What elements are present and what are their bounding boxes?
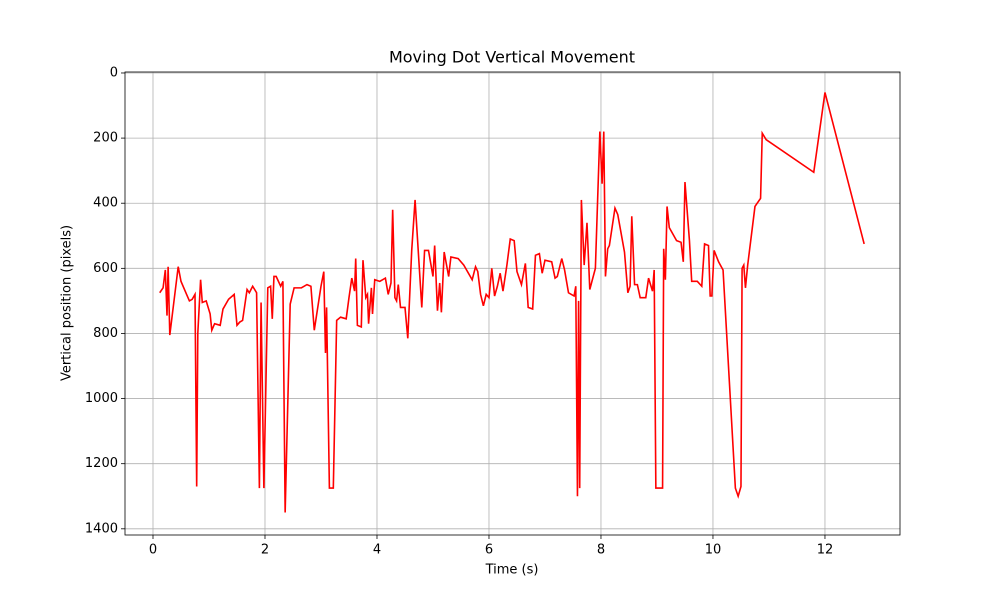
x-tick-label: 12 bbox=[817, 543, 834, 558]
y-tick-label: 600 bbox=[93, 261, 118, 276]
data-line bbox=[159, 92, 865, 513]
x-tick-label: 0 bbox=[149, 543, 157, 558]
y-tick-label: 1200 bbox=[85, 456, 118, 471]
x-tick-label: 8 bbox=[597, 543, 605, 558]
chart-title: Moving Dot Vertical Movement bbox=[389, 48, 635, 67]
y-tick-label: 200 bbox=[93, 131, 118, 146]
x-tick-label: 4 bbox=[373, 543, 381, 558]
plot-frame bbox=[124, 71, 901, 536]
x-tick-label: 10 bbox=[705, 543, 722, 558]
y-tick-label: 1000 bbox=[85, 391, 118, 406]
y-tick-label: 0 bbox=[110, 65, 118, 80]
x-tick-label: 6 bbox=[485, 543, 493, 558]
y-axis-label: Vertical position (pixels) bbox=[60, 225, 75, 381]
y-tick-label: 800 bbox=[93, 326, 118, 341]
y-tick-label: 1400 bbox=[85, 521, 118, 536]
x-tick-label: 2 bbox=[261, 543, 269, 558]
x-axis-label: Time (s) bbox=[485, 563, 539, 578]
y-tick-label: 400 bbox=[93, 196, 118, 211]
